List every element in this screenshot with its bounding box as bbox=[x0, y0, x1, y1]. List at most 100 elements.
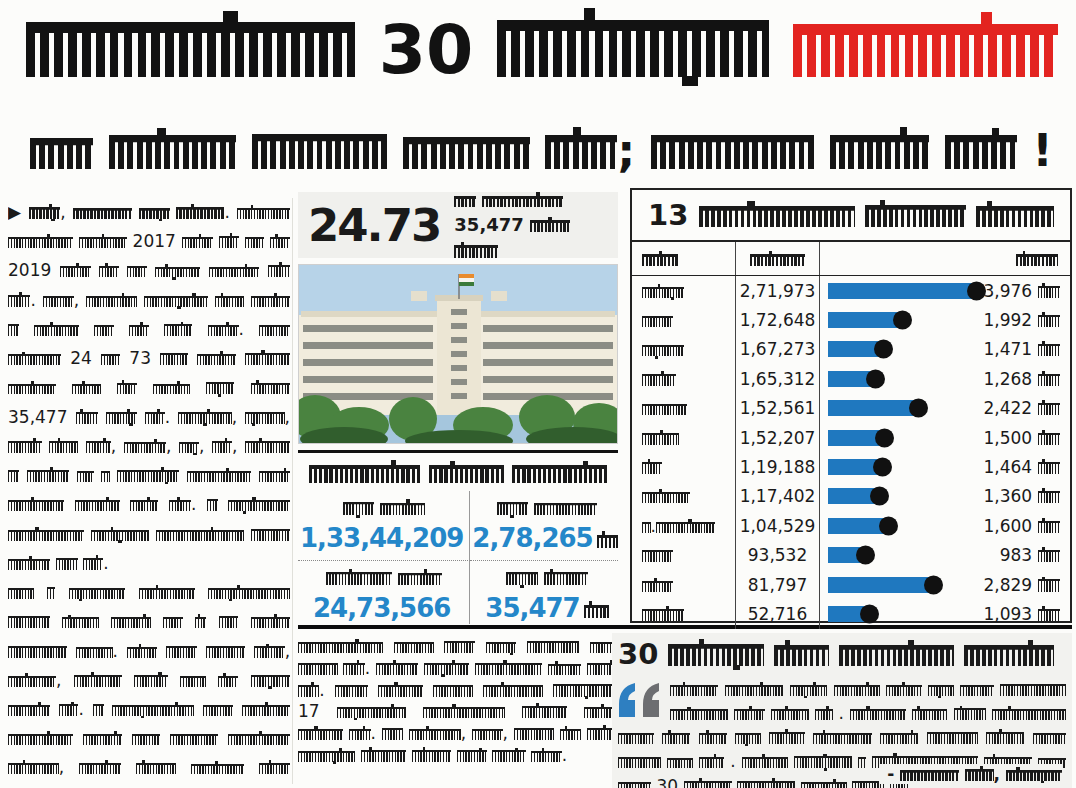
panel-cell-label bbox=[300, 496, 467, 518]
panel-cell: 35,477 bbox=[470, 561, 618, 624]
defaulter-count: 1,52,207 bbox=[736, 423, 820, 452]
table-row: 1,52,207 1,500 bbox=[632, 423, 1070, 452]
district-name bbox=[632, 452, 736, 481]
article-paragraph-1: 2017 2019 . , . 24 73 35,477 . , , , , ,… bbox=[8, 202, 290, 573]
district-arrears-table: 13 2,71,9733,976 1,72,6481,992 1,67,2731… bbox=[630, 188, 1072, 623]
table-row: 1,72,648 1,992 bbox=[632, 305, 1070, 334]
table-title: 13 bbox=[632, 190, 1070, 242]
defaulter-count: 81,797 bbox=[736, 570, 820, 599]
table-row: 93,532983 bbox=[632, 541, 1070, 570]
district-name bbox=[632, 541, 736, 570]
district-name bbox=[632, 276, 736, 305]
arrears-bar-cell: 2,829 bbox=[820, 570, 1070, 599]
defaulter-count: 1,19,188 bbox=[736, 452, 820, 481]
arrears-bar bbox=[828, 577, 933, 593]
table-row: 1,67,273 1,471 bbox=[632, 335, 1070, 364]
defaulter-count: 1,67,273 bbox=[736, 335, 820, 364]
arrears-bar-cell: 2,422 bbox=[820, 394, 1070, 423]
quote-icon bbox=[618, 681, 662, 719]
arrears-bar-dot bbox=[893, 311, 912, 330]
headline-black: 30 bbox=[26, 10, 793, 89]
panel-cell-label bbox=[300, 566, 467, 588]
dateline: , . bbox=[29, 202, 229, 222]
article-left-column: ▶ , . 2017 2019 . , . 24 73 35,477 . , ,… bbox=[8, 198, 290, 783]
panel-cell-value: 24,73,566 bbox=[300, 593, 467, 623]
arrears-amount: 983 bbox=[1000, 545, 1060, 565]
arrears-bar-dot bbox=[879, 516, 898, 535]
quote-section-title: 30 bbox=[618, 635, 1066, 677]
quote-attribution: - , bbox=[879, 764, 1062, 784]
panel-cell-value: 2,78,265 bbox=[472, 523, 618, 553]
panel-cell-label bbox=[472, 496, 618, 518]
district-name bbox=[632, 364, 736, 393]
arrears-bar-cell: 1,093 bbox=[820, 599, 1070, 628]
main-headline: 30 bbox=[26, 10, 1072, 89]
panel-cell-label bbox=[472, 566, 618, 588]
table-row: .1,04,529 1,600 bbox=[632, 511, 1070, 540]
table-row: 1,52,5612,422 bbox=[632, 394, 1070, 423]
arrears-bar-cell: 1,268 bbox=[820, 364, 1070, 393]
col-header-defaulters bbox=[736, 242, 820, 275]
arrears-bar-dot bbox=[924, 575, 943, 594]
arrears-bar-cell: 1,992 bbox=[820, 305, 1070, 334]
arrears-amount: 1,500 bbox=[983, 428, 1060, 448]
arrears-bar bbox=[828, 283, 976, 299]
arrears-amount: 1,600 bbox=[983, 516, 1060, 536]
panel-cell: 2,78,265 bbox=[470, 491, 618, 561]
defaulter-count: 1,72,648 bbox=[736, 305, 820, 334]
district-name bbox=[632, 570, 736, 599]
district-name bbox=[632, 599, 736, 628]
table-header-row bbox=[632, 242, 1070, 276]
panel-cell-value: 1,33,44,209 bbox=[300, 523, 467, 553]
panel-cell: 24,73,566 bbox=[298, 561, 470, 624]
sub-headline: ; ! bbox=[30, 124, 1072, 177]
arrears-bar-dot bbox=[873, 458, 892, 477]
arrears-bar-cell: 1,500 bbox=[820, 423, 1070, 452]
district-name bbox=[632, 394, 736, 423]
arrears-bar-dot bbox=[870, 487, 889, 506]
arrears-bar-cell: 1,464 bbox=[820, 452, 1070, 481]
arrears-bar-dot bbox=[874, 340, 893, 359]
table-row: 1,17,402 1,360 bbox=[632, 482, 1070, 511]
loan-status-panel: 1,33,44,209 2,78,265 24,73,566 35,477 bbox=[298, 450, 618, 624]
district-name bbox=[632, 423, 736, 452]
defaulter-count: 1,17,402 bbox=[736, 482, 820, 511]
arrears-bar-cell: 983 bbox=[820, 541, 1070, 570]
defaulter-count: 1,65,312 bbox=[736, 364, 820, 393]
mantralaya-building-photo bbox=[298, 264, 618, 444]
arrears-amount: 1,093 bbox=[983, 604, 1060, 624]
column-divider bbox=[292, 198, 293, 784]
dateline-marker: ▶ bbox=[8, 202, 23, 222]
district-name: . bbox=[632, 511, 736, 540]
arrears-amount: 1,992 bbox=[983, 310, 1060, 330]
arrears-amount: 1,464 bbox=[983, 457, 1060, 477]
arrears-bar bbox=[828, 400, 918, 416]
arrears-amount: 1,471 bbox=[983, 339, 1060, 359]
arrears-bar-cell: 1,600 bbox=[820, 511, 1070, 540]
quote-section: 30 . . 30 . - , bbox=[612, 633, 1072, 788]
headline-red bbox=[793, 10, 1058, 89]
arrears-bar-dot bbox=[875, 428, 894, 447]
defaulter-count: 2,71,973 bbox=[736, 276, 820, 305]
stat-highlight-box: 24.73 35,477 bbox=[298, 192, 618, 258]
stat-big-number: 24.73 bbox=[308, 199, 440, 252]
panel-cell: 1,33,44,209 bbox=[298, 491, 470, 561]
arrears-amount: 1,268 bbox=[983, 369, 1060, 389]
col-header-amount bbox=[820, 242, 1070, 275]
arrears-amount: 1,360 bbox=[983, 486, 1060, 506]
table-row: 1,65,312 1,268 bbox=[632, 364, 1070, 393]
arrears-bar-dot bbox=[909, 399, 928, 418]
arrears-bar-cell: 1,360 bbox=[820, 482, 1070, 511]
arrears-bar-cell: 3,976 bbox=[820, 276, 1070, 305]
stat-caption: 35,477 bbox=[454, 187, 608, 263]
table-row: 52,7161,093 bbox=[632, 599, 1070, 628]
arrears-bar-cell: 1,471 bbox=[820, 335, 1070, 364]
defaulter-count: 1,04,529 bbox=[736, 511, 820, 540]
arrears-amount: 2,422 bbox=[983, 398, 1060, 418]
panel-title bbox=[298, 453, 618, 491]
arrears-bar bbox=[828, 312, 902, 328]
arrears-bar-dot bbox=[856, 546, 875, 565]
district-name bbox=[632, 335, 736, 364]
district-name bbox=[632, 305, 736, 334]
arrears-amount: 2,829 bbox=[983, 575, 1060, 595]
